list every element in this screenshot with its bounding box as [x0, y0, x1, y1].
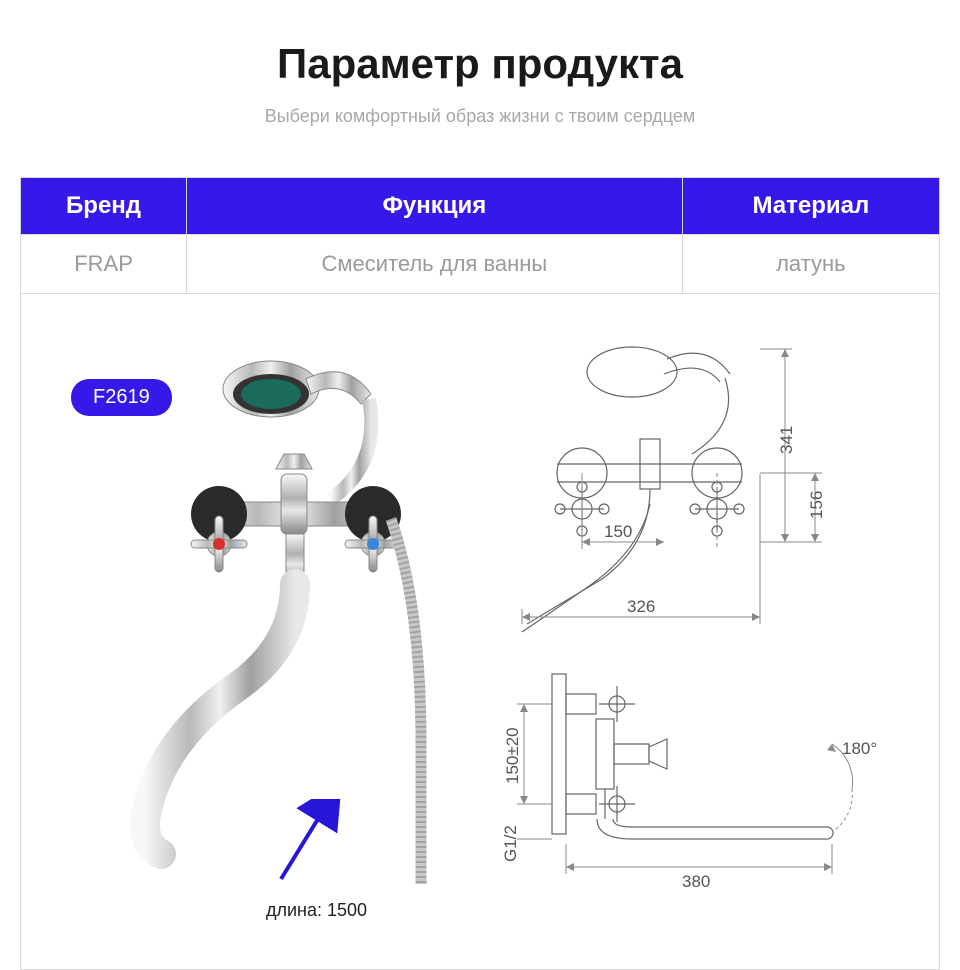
dim-180: 180°	[842, 739, 877, 758]
product-photo-side: F2619	[41, 324, 462, 949]
page-subtitle: Выбери комфортный образ жизни с твоим се…	[0, 106, 960, 127]
header-section: Параметр продукта Выбери комфортный обра…	[0, 0, 960, 157]
col-brand: Бренд	[21, 178, 187, 235]
dim-326: 326	[627, 597, 655, 616]
dim-150: 150	[604, 522, 632, 541]
page-title: Параметр продукта	[0, 40, 960, 88]
val-material: латунь	[682, 235, 939, 294]
dim-380: 380	[682, 872, 710, 891]
table-header-row: Бренд Функция Материал	[21, 178, 940, 235]
val-function: Смеситель для ванны	[187, 235, 683, 294]
dim-thread: G1/2	[501, 825, 520, 862]
length-arrow-icon	[271, 799, 341, 889]
spec-table: Бренд Функция Материал FRAP Смеситель дл…	[20, 177, 940, 294]
col-function: Функция	[187, 178, 683, 235]
val-brand: FRAP	[21, 235, 187, 294]
tech-drawing-top: 150±20 G1/2 380 180°	[492, 644, 892, 904]
technical-drawings-side: 150 326 341 15	[462, 324, 919, 949]
dim-341: 341	[777, 426, 796, 454]
dim-150-20: 150±20	[503, 727, 522, 784]
hose-length-label: длина: 1500	[266, 900, 367, 921]
tech-drawing-front: 150 326 341 15	[492, 324, 892, 634]
col-material: Материал	[682, 178, 939, 235]
dim-156: 156	[807, 491, 826, 519]
table-value-row: FRAP Смеситель для ванны латунь	[21, 235, 940, 294]
diagram-area: F2619	[20, 294, 940, 970]
